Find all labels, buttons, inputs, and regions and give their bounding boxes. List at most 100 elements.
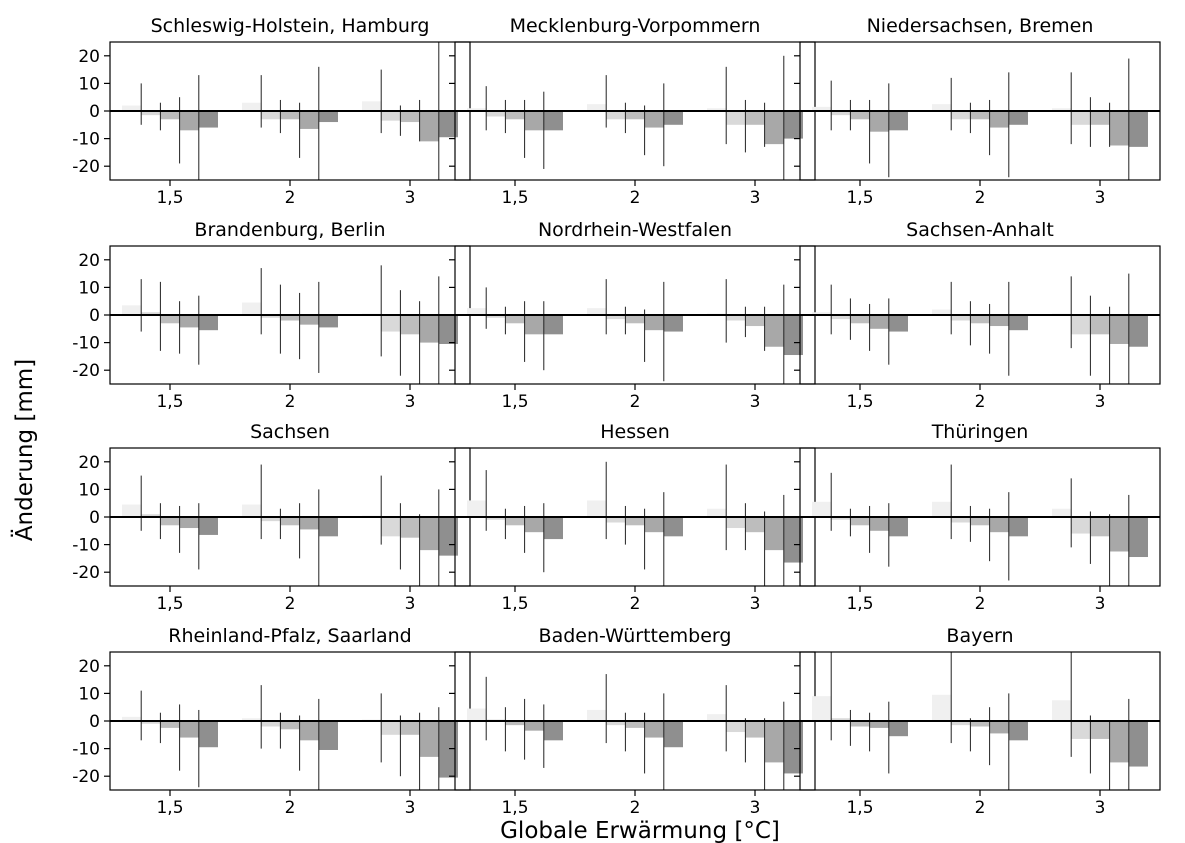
bar bbox=[122, 716, 142, 721]
bar bbox=[280, 517, 300, 526]
bar bbox=[587, 500, 607, 517]
x-tick-label: 3 bbox=[405, 798, 416, 818]
bar bbox=[1052, 508, 1072, 517]
bar bbox=[625, 111, 645, 120]
bar bbox=[644, 111, 664, 128]
bar bbox=[261, 517, 281, 522]
panel-title: Bayern bbox=[946, 625, 1013, 647]
bar bbox=[644, 517, 664, 533]
bar bbox=[505, 111, 525, 120]
bar bbox=[299, 517, 319, 530]
bar bbox=[869, 111, 889, 132]
bar bbox=[625, 315, 645, 324]
bar bbox=[179, 315, 199, 328]
bar bbox=[745, 721, 765, 738]
bar bbox=[486, 315, 506, 318]
panel-title: Brandenburg, Berlin bbox=[194, 219, 385, 241]
bar bbox=[812, 312, 832, 315]
bar bbox=[486, 517, 506, 520]
x-tick-label: 2 bbox=[630, 594, 641, 614]
bar bbox=[745, 111, 765, 125]
bar bbox=[198, 721, 218, 748]
panel: Hessen 1,5 2 3 bbox=[449, 421, 816, 614]
x-tick-label: 2 bbox=[630, 392, 641, 412]
panel: Thüringen 1,5 2 3 bbox=[794, 421, 1161, 614]
bar bbox=[467, 708, 487, 721]
x-tick-label: 1,5 bbox=[156, 594, 183, 614]
bar bbox=[831, 111, 851, 116]
x-tick-label: 1,5 bbox=[846, 188, 873, 208]
bar bbox=[783, 111, 803, 139]
bar bbox=[299, 315, 319, 325]
bar bbox=[932, 501, 952, 517]
bar bbox=[764, 721, 784, 763]
bar bbox=[299, 721, 319, 741]
bar bbox=[179, 111, 199, 131]
x-tick-label: 3 bbox=[750, 188, 761, 208]
bar bbox=[850, 721, 870, 727]
panel-title: Sachsen-Anhalt bbox=[906, 219, 1054, 241]
bar bbox=[663, 111, 683, 125]
bar bbox=[726, 517, 746, 529]
y-tick-label: 0 bbox=[89, 102, 100, 122]
y-tick-label: -10 bbox=[72, 334, 100, 354]
bar bbox=[362, 101, 382, 111]
bar bbox=[812, 501, 832, 517]
x-tick-label: 1,5 bbox=[846, 798, 873, 818]
bar bbox=[1109, 517, 1129, 552]
bar bbox=[831, 315, 851, 320]
bar bbox=[261, 111, 281, 120]
bar bbox=[122, 305, 142, 315]
bar bbox=[543, 315, 563, 335]
x-tick-label: 3 bbox=[750, 392, 761, 412]
bar bbox=[524, 315, 544, 335]
panel-title: Niedersachsen, Bremen bbox=[867, 15, 1094, 37]
bar bbox=[970, 111, 990, 120]
bar bbox=[663, 721, 683, 748]
x-tick-label: 1,5 bbox=[501, 594, 528, 614]
bar bbox=[606, 111, 626, 120]
y-tick-label: 10 bbox=[78, 74, 100, 94]
panel-title: Baden-Württemberg bbox=[539, 625, 732, 647]
x-tick-label: 2 bbox=[630, 798, 641, 818]
bar bbox=[318, 315, 338, 328]
bar bbox=[419, 721, 439, 757]
bar bbox=[467, 308, 487, 315]
bar bbox=[1128, 517, 1148, 558]
x-tick-label: 2 bbox=[975, 392, 986, 412]
bar bbox=[242, 504, 262, 517]
panel-title: Nordrhein-Westfalen bbox=[538, 219, 732, 241]
x-tick-label: 2 bbox=[285, 798, 296, 818]
bar bbox=[1090, 111, 1110, 125]
bar bbox=[888, 111, 908, 131]
bar bbox=[1071, 517, 1091, 534]
y-tick-label: 10 bbox=[78, 684, 100, 704]
bar bbox=[1071, 721, 1091, 739]
bar bbox=[438, 517, 458, 556]
bar bbox=[505, 721, 525, 726]
bar bbox=[587, 308, 607, 315]
x-tick-label: 1,5 bbox=[501, 188, 528, 208]
bar bbox=[1128, 721, 1148, 767]
y-tick-label: 0 bbox=[89, 712, 100, 732]
bar bbox=[951, 111, 971, 120]
bar bbox=[888, 517, 908, 537]
panel: Brandenburg, Berlin 20 10 0 -10 -20 1,5 2 3 bbox=[72, 219, 471, 412]
bar bbox=[122, 105, 142, 111]
bar bbox=[543, 111, 563, 131]
bar bbox=[606, 517, 626, 523]
y-axis-label: Änderung [mm] bbox=[10, 359, 38, 541]
y-tick-label: 0 bbox=[89, 306, 100, 326]
bar bbox=[1052, 700, 1072, 721]
panel-title: Hessen bbox=[600, 421, 670, 443]
x-axis-label: Globale Erwärmung [°C] bbox=[500, 818, 780, 843]
bar bbox=[261, 721, 281, 727]
bar bbox=[707, 108, 727, 111]
x-tick-label: 1,5 bbox=[501, 798, 528, 818]
y-tick-label: -10 bbox=[72, 740, 100, 760]
bar bbox=[505, 315, 525, 324]
bar bbox=[932, 694, 952, 721]
bar bbox=[524, 111, 544, 131]
bar bbox=[726, 111, 746, 125]
bar bbox=[381, 517, 401, 537]
